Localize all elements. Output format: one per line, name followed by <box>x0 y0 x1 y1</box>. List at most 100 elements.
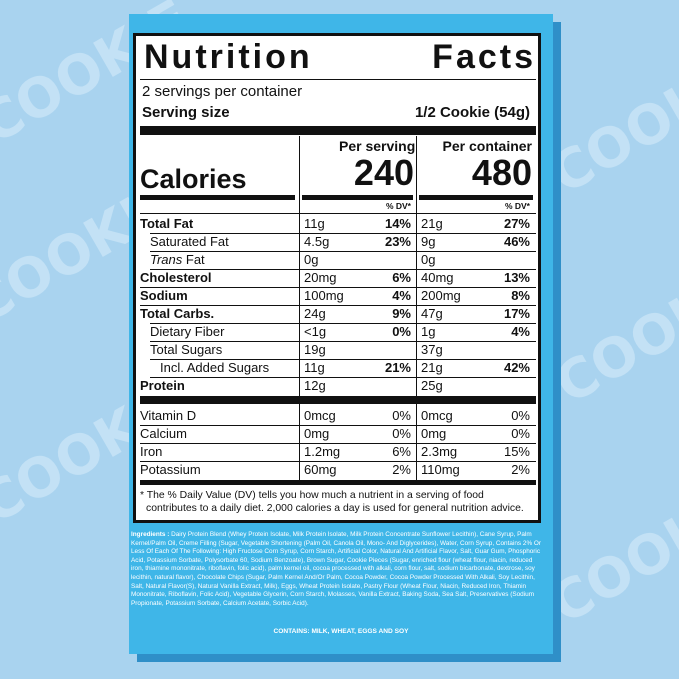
nutrient-name-text: Fat <box>185 252 205 267</box>
row-rule <box>140 287 536 288</box>
label-title: Nutrition Facts <box>144 38 536 78</box>
nutrient-name: Total Carbs. <box>140 306 214 321</box>
serving-amount: 24g <box>304 306 326 321</box>
container-amount: 47g <box>421 306 443 321</box>
container-amount: 1g <box>421 324 436 339</box>
serving-amount: 4.5g <box>304 234 330 249</box>
container-amount: 37g <box>421 342 443 357</box>
title-word-facts: Facts <box>432 38 536 76</box>
column-divider <box>416 136 417 482</box>
nutrient-name-text: Cholesterol <box>140 270 212 285</box>
ingredients-heading: Ingredients : <box>131 531 170 538</box>
container-amount: 25g <box>421 378 443 393</box>
nutrient-name: Dietary Fiber <box>150 324 224 339</box>
serving-dv: 6% <box>392 270 411 285</box>
nutrient-name-italic: Trans <box>150 252 183 267</box>
container-amount: 0mg <box>421 426 447 441</box>
row-rule <box>150 251 536 252</box>
serving-size-value: 1/2 Cookie (54g) <box>414 104 530 121</box>
serving-amount: 20mg <box>304 270 337 285</box>
row-rule <box>150 341 536 342</box>
container-dv: 42% <box>503 360 530 375</box>
calories-rule <box>140 195 295 200</box>
servings-per-container: 2 servings per container <box>142 83 303 100</box>
calories-rule <box>419 195 533 200</box>
container-amount: 200mg <box>421 288 461 303</box>
nutrient-name: Sodium <box>140 288 188 303</box>
per-serving-header: Per serving <box>339 138 416 154</box>
container-amount: 2.3mg <box>421 444 458 459</box>
container-dv: 15% <box>503 444 530 459</box>
thick-rule <box>140 126 536 135</box>
vitamin-name: Calcium <box>140 426 187 441</box>
serving-amount: 11g <box>304 360 325 375</box>
nutrient-name-text: Sodium <box>140 288 188 303</box>
serving-dv: 23% <box>384 234 411 249</box>
calories-rule <box>302 195 413 200</box>
serving-dv: 4% <box>392 288 411 303</box>
container-amount: 21g <box>421 216 443 231</box>
footnote-line: * The % Daily Value (DV) tells you how m… <box>140 490 484 501</box>
container-dv: 46% <box>503 234 530 249</box>
container-dv: 8% <box>511 288 530 303</box>
nutrient-name-text: Dietary Fiber <box>150 324 225 339</box>
footnote-line: contributes to a daily diet. 2,000 calor… <box>146 503 524 514</box>
row-rule <box>150 359 536 360</box>
calories-per-serving: 240 <box>353 152 414 193</box>
nutrient-name-text: Protein <box>140 378 185 393</box>
per-container-header: Per container <box>442 138 532 154</box>
dv-header: % DV* <box>504 201 530 211</box>
nutrient-name-text: Incl. Added Sugars <box>160 360 270 375</box>
row-rule <box>150 377 536 378</box>
title-rule <box>140 79 536 80</box>
nutrient-name: Total Fat <box>140 216 193 231</box>
row-rule <box>140 425 536 426</box>
container-amount: 21g <box>421 360 443 375</box>
serving-amount: 60mg <box>304 462 337 477</box>
container-dv: 0% <box>511 408 530 423</box>
serving-amount: 100mg <box>304 288 344 303</box>
nutrition-facts-label: Nutrition Facts 2 servings per container… <box>133 33 541 523</box>
container-dv: 13% <box>503 270 530 285</box>
serving-amount: 1.2mg <box>304 444 341 459</box>
footnote-rule <box>140 480 536 485</box>
serving-dv: 14% <box>384 216 411 231</box>
nutrient-name: Total Sugars <box>150 342 222 357</box>
serving-dv: 6% <box>392 444 411 459</box>
container-amount: 0g <box>421 252 436 267</box>
vitamin-rule <box>140 396 536 404</box>
calories-per-container: 480 <box>471 152 532 193</box>
serving-dv: 2% <box>392 462 411 477</box>
nutrient-name-text: Saturated Fat <box>150 234 229 249</box>
allergen-statement: CONTAINS: MILK, WHEAT, EGGS AND SOY <box>273 628 409 635</box>
serving-dv: 0% <box>392 324 411 339</box>
ingredients-text: Dairy Protein Blend (Whey Protein Isolat… <box>131 531 542 607</box>
nutrient-name: Incl. Added Sugars <box>160 360 269 375</box>
container-amount: 0mcg <box>421 408 453 423</box>
serving-dv: 0% <box>392 426 411 441</box>
serving-size-label: Serving size <box>142 104 230 121</box>
row-rule <box>150 323 536 324</box>
nutrient-name: Protein <box>140 378 185 393</box>
serving-amount: 19g <box>304 342 326 357</box>
container-amount: 40mg <box>421 270 454 285</box>
serving-amount: 0mcg <box>304 408 336 423</box>
serving-amount: 12g <box>304 378 326 393</box>
serving-dv: 9% <box>392 306 411 321</box>
container-dv: 17% <box>503 306 530 321</box>
serving-amount: 0g <box>304 252 319 267</box>
serving-amount: 11g <box>304 216 325 231</box>
ingredients-list: Ingredients : Dairy Protein Blend (Whey … <box>131 531 543 608</box>
row-rule <box>150 269 536 270</box>
nutrient-name: Saturated Fat <box>150 234 229 249</box>
brand-watermark: COOKIE <box>544 246 679 417</box>
calories-label: Calories <box>140 164 247 194</box>
row-rule <box>140 461 536 462</box>
row-rule <box>150 233 536 234</box>
nutrient-name: Cholesterol <box>140 270 212 285</box>
row-rule <box>140 213 536 214</box>
serving-dv: 21% <box>384 360 411 375</box>
row-rule <box>140 443 536 444</box>
container-dv: 2% <box>511 462 530 477</box>
serving-dv: 0% <box>392 408 411 423</box>
